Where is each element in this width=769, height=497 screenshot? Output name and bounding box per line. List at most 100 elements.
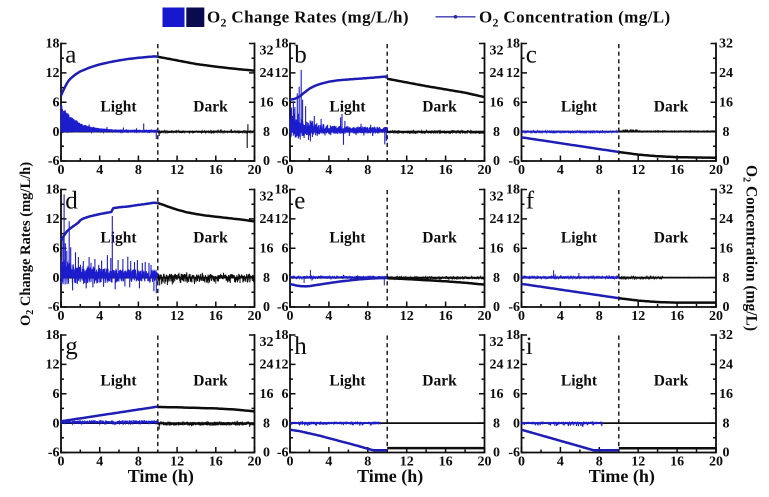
- svg-text:12: 12: [275, 212, 289, 227]
- svg-text:16: 16: [670, 309, 684, 324]
- svg-text:b: b: [294, 42, 307, 69]
- svg-text:Light: Light: [561, 230, 598, 247]
- svg-text:20: 20: [709, 455, 723, 470]
- svg-text:Light: Light: [561, 99, 598, 116]
- svg-text:0: 0: [58, 455, 65, 470]
- svg-text:32: 32: [490, 189, 504, 204]
- svg-text:16: 16: [439, 309, 453, 324]
- svg-text:0: 0: [282, 271, 289, 286]
- svg-text:8: 8: [263, 125, 270, 140]
- svg-text:i: i: [526, 333, 533, 360]
- svg-text:16: 16: [260, 96, 274, 111]
- svg-text:20: 20: [709, 309, 723, 324]
- svg-text:4: 4: [96, 309, 103, 324]
- svg-text:d: d: [65, 188, 78, 215]
- svg-text:0: 0: [53, 125, 60, 140]
- svg-text:-6: -6: [277, 300, 289, 315]
- svg-text:6: 6: [282, 241, 289, 256]
- svg-text:12: 12: [631, 455, 645, 470]
- svg-text:0: 0: [287, 163, 294, 178]
- svg-text:Light: Light: [100, 99, 137, 116]
- svg-text:20: 20: [478, 455, 492, 470]
- svg-text:16: 16: [490, 241, 504, 256]
- svg-text:8: 8: [723, 271, 730, 286]
- svg-text:g: g: [65, 333, 78, 360]
- svg-text:32: 32: [260, 189, 274, 204]
- svg-text:0: 0: [282, 125, 289, 140]
- svg-text:12: 12: [46, 212, 60, 227]
- svg-text:20: 20: [248, 309, 262, 324]
- svg-text:a: a: [65, 42, 76, 69]
- svg-text:16: 16: [439, 163, 453, 178]
- svg-text:Dark: Dark: [422, 230, 457, 247]
- svg-text:Light: Light: [100, 230, 137, 247]
- svg-text:O2 Change Rates (mg/L/h): O2 Change Rates (mg/L/h): [18, 162, 36, 326]
- svg-text:24: 24: [490, 66, 504, 81]
- svg-text:-6: -6: [48, 446, 60, 461]
- svg-text:20: 20: [478, 163, 492, 178]
- svg-text:4: 4: [96, 455, 103, 470]
- svg-text:12: 12: [631, 309, 645, 324]
- svg-text:24: 24: [260, 212, 274, 227]
- svg-text:0: 0: [518, 163, 525, 178]
- svg-text:8: 8: [493, 416, 500, 431]
- svg-text:12: 12: [506, 358, 520, 373]
- svg-text:18: 18: [46, 328, 60, 343]
- svg-text:8: 8: [263, 416, 270, 431]
- svg-text:8: 8: [596, 163, 603, 178]
- svg-text:0: 0: [493, 154, 500, 169]
- svg-text:Light: Light: [561, 373, 598, 390]
- svg-text:12: 12: [46, 358, 60, 373]
- svg-text:16: 16: [719, 241, 733, 256]
- svg-text:0: 0: [263, 446, 270, 461]
- svg-text:32: 32: [719, 328, 733, 343]
- svg-text:12: 12: [506, 212, 520, 227]
- svg-text:h: h: [294, 333, 307, 360]
- svg-text:0: 0: [513, 271, 520, 286]
- svg-text:8: 8: [263, 271, 270, 286]
- svg-text:16: 16: [260, 241, 274, 256]
- svg-text:32: 32: [490, 335, 504, 350]
- svg-text:Dark: Dark: [193, 230, 228, 247]
- svg-text:e: e: [294, 188, 305, 215]
- svg-text:-6: -6: [48, 154, 60, 169]
- svg-text:18: 18: [275, 37, 289, 52]
- svg-text:32: 32: [719, 183, 733, 198]
- svg-text:0: 0: [282, 416, 289, 431]
- svg-text:4: 4: [325, 309, 332, 324]
- svg-text:24: 24: [490, 358, 504, 373]
- svg-text:O2 Concentration (mg/L): O2 Concentration (mg/L): [479, 7, 671, 29]
- svg-text:18: 18: [506, 183, 520, 198]
- svg-text:-6: -6: [277, 446, 289, 461]
- svg-text:8: 8: [135, 309, 142, 324]
- svg-text:16: 16: [260, 387, 274, 402]
- svg-text:0: 0: [723, 446, 730, 461]
- svg-text:Dark: Dark: [654, 99, 689, 116]
- svg-text:8: 8: [723, 416, 730, 431]
- svg-text:-6: -6: [48, 300, 60, 315]
- svg-text:16: 16: [209, 455, 223, 470]
- svg-text:18: 18: [506, 37, 520, 52]
- svg-text:20: 20: [248, 163, 262, 178]
- svg-text:0: 0: [493, 446, 500, 461]
- svg-text:18: 18: [275, 328, 289, 343]
- svg-text:12: 12: [400, 309, 414, 324]
- svg-text:0: 0: [53, 416, 60, 431]
- svg-text:O2 Concentration (mg/L): O2 Concentration (mg/L): [741, 165, 760, 331]
- svg-text:4: 4: [557, 163, 564, 178]
- svg-text:O2 Change Rates (mg/L/h): O2 Change Rates (mg/L/h): [207, 7, 409, 29]
- svg-text:6: 6: [513, 241, 520, 256]
- svg-text:8: 8: [135, 163, 142, 178]
- svg-text:0: 0: [58, 163, 65, 178]
- svg-text:16: 16: [209, 163, 223, 178]
- svg-text:-6: -6: [508, 300, 520, 315]
- svg-text:Light: Light: [329, 230, 366, 247]
- svg-text:0: 0: [58, 309, 65, 324]
- svg-text:f: f: [526, 188, 535, 215]
- svg-text:6: 6: [513, 96, 520, 111]
- svg-text:8: 8: [596, 309, 603, 324]
- svg-text:Dark: Dark: [654, 373, 689, 390]
- svg-text:0: 0: [518, 455, 525, 470]
- svg-text:8: 8: [723, 125, 730, 140]
- svg-text:4: 4: [557, 455, 564, 470]
